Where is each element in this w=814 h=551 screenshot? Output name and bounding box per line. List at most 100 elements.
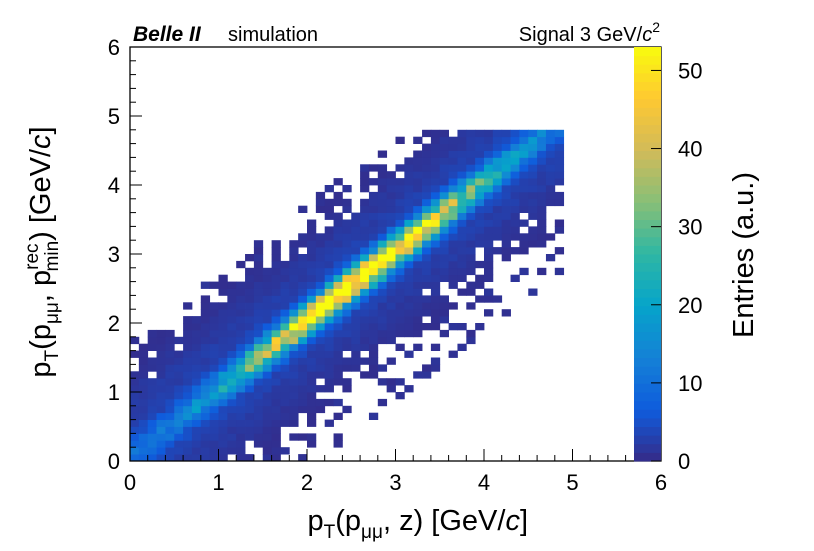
heatmap-cell [236,295,246,303]
heatmap-cell [466,240,476,248]
heatmap-cell [404,212,414,220]
heatmap-cell [386,205,396,213]
heatmap-cell [448,164,458,172]
heatmap-cell [156,447,166,455]
heatmap-cell [510,185,520,193]
heatmap-cell [324,309,334,317]
heatmap-cell [138,392,149,400]
heatmap-cell [422,205,432,213]
heatmap-cell [404,350,414,358]
heatmap-cell [289,247,299,255]
heatmap-cell [315,295,326,303]
heatmap-cell [377,281,388,289]
heatmap-cell [457,254,467,262]
heatmap-cell [289,316,299,324]
heatmap-cell [395,178,405,186]
heatmap-cell [448,219,458,227]
heatmap-cell [554,143,565,151]
heatmap-cell [430,191,441,200]
heatmap-cell [386,226,396,234]
heatmap-cell [271,426,281,434]
heatmap-cell [430,323,441,331]
heatmap-cell [289,288,299,296]
colorbar-segment [634,64,661,74]
heatmap-cell [457,205,467,213]
heatmap-cell [245,412,255,420]
heatmap-cell [430,316,441,324]
heatmap-cell [262,419,272,427]
heatmap-cell [227,288,237,296]
y-title-unit: c [25,134,57,149]
heatmap-cell [218,357,228,365]
heatmap-cell [307,288,317,296]
heatmap-cell [448,226,458,234]
heatmap-cell [236,392,246,400]
heatmap-cell [448,323,458,331]
heatmap-cell [501,198,511,207]
heatmap-cell [422,240,432,248]
heatmap-cell [191,371,202,379]
heatmap-cell [174,392,184,400]
heatmap-cell [165,419,175,427]
heatmap-cell [174,385,184,393]
heatmap-cell [413,178,423,186]
heatmap-cell [475,171,485,179]
heatmap-cell [377,309,388,317]
heatmap-cell [439,226,449,234]
heatmap-cell [360,260,370,269]
heatmap-cell [386,274,396,282]
heatmap-cell [271,240,281,248]
heatmap-cell [413,371,423,379]
heatmap-cell [537,178,547,186]
heatmap-cell [430,240,441,248]
heatmap-cell [245,281,255,289]
heatmap-cell [413,157,423,165]
heatmap-cell [377,254,388,262]
heatmap-cell [218,433,228,441]
heatmap-cell [253,398,264,407]
heatmap-cell [289,392,299,400]
heatmap-cell [430,164,441,172]
heatmap-cell [377,274,388,282]
heatmap-cell [245,343,255,351]
heatmap-cell [528,191,538,200]
heatmap-cell [395,316,405,324]
heatmap-cell [360,357,370,365]
heatmap-cell [280,412,290,420]
heatmap-cell [262,398,272,407]
heatmap-cell [218,447,228,455]
heatmap-cell [430,274,441,282]
heatmap-cell [307,274,317,282]
heatmap-cell [510,212,520,220]
heatmap-cell [413,288,423,296]
heatmap-cell [138,412,149,420]
heatmap-cell [298,254,308,262]
heatmap-cell [457,233,467,241]
heatmap-cell [315,191,326,200]
heatmap-cell [430,198,441,207]
heatmap-cell [537,233,547,241]
heatmap-cell [430,281,441,289]
heatmap-cell [484,274,494,282]
heatmap-cell [519,198,529,207]
heatmap-cell [324,233,334,241]
heatmap-cell [298,371,308,379]
heatmap-cell [501,171,511,179]
heatmap-cell [236,454,246,462]
heatmap-cell [227,350,237,358]
heatmap-cell [200,385,211,393]
heatmap-cell [528,233,538,241]
heatmap-cell [395,267,405,276]
heatmap-cell [324,185,334,193]
heatmap-cell [253,392,264,400]
heatmap-cell [209,398,219,407]
heatmap-cell [147,426,157,434]
heatmap-cell [245,392,255,400]
heatmap-cell [245,267,255,276]
heatmap-cell [404,233,414,241]
heatmap-cell [466,212,476,220]
heatmap-cell [528,288,538,296]
heatmap-cell [200,336,211,345]
heatmap-cell [298,364,308,372]
heatmap-cell [262,329,272,338]
